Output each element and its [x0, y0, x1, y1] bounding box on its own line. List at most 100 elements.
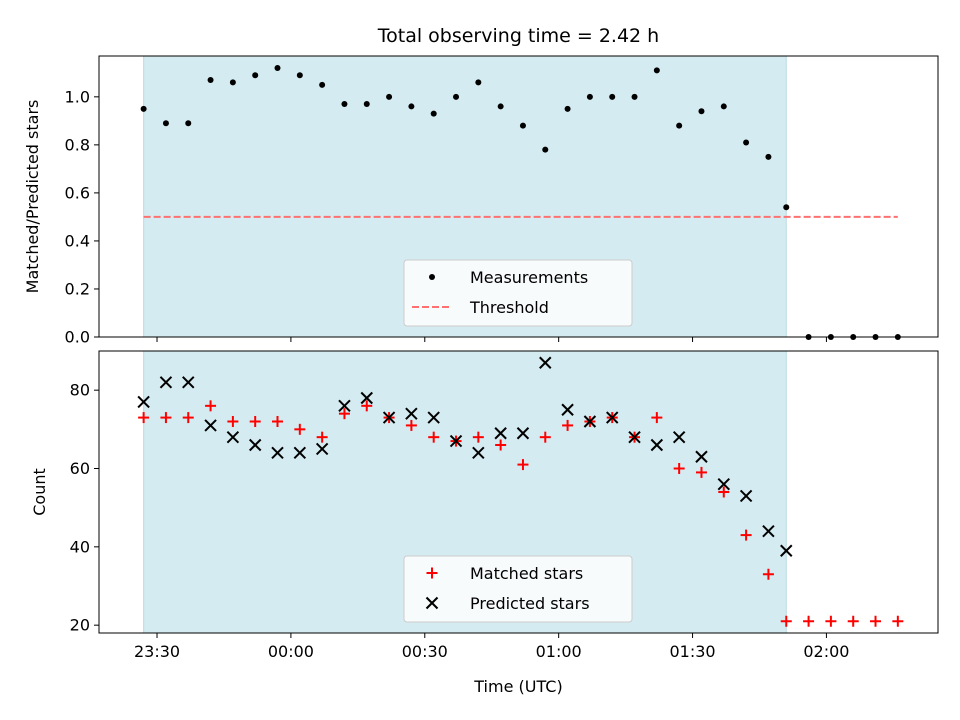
cross-bar-b: [561, 403, 574, 416]
cross-bar-b: [425, 596, 439, 610]
matched-star-point: [272, 416, 284, 427]
measurement-point: [430, 110, 437, 117]
y-tick-label: 0.2: [65, 279, 90, 298]
matched-star-point: [762, 568, 774, 580]
measurement-point: [564, 105, 571, 112]
predicted-star-point: [561, 403, 574, 416]
predicted-star-point: [405, 407, 418, 420]
cross-bar-b: [382, 411, 396, 424]
predicted-star-point: [672, 430, 686, 444]
cross-bar-b: [293, 446, 307, 460]
measurement-point: [743, 139, 750, 146]
measurement-point: [386, 93, 393, 100]
measurement-point: [765, 153, 772, 160]
x-tick-label: 01:00: [536, 642, 582, 661]
measurement-point: [653, 67, 660, 74]
x-tick-label: 01:30: [669, 642, 715, 661]
measurement-point: [162, 120, 169, 127]
cross-bar-b: [226, 430, 240, 444]
measurement-point: [698, 108, 705, 115]
measurement-point: [720, 103, 727, 110]
top-y-axis-label: Matched/Predicted stars: [23, 100, 42, 294]
predicted-star-point: [226, 430, 240, 444]
y-tick-label: 0.6: [65, 183, 90, 202]
matched-star-point: [227, 416, 239, 427]
matched-star-point: [718, 486, 730, 498]
cross-bar-b: [427, 411, 440, 424]
predicted-star-point: [360, 391, 373, 405]
measurement-point: [341, 101, 348, 108]
cross-bar-b: [494, 427, 507, 440]
matched-star-point: [338, 408, 350, 420]
bottom-y-ticks: 20 40 60 80: [70, 381, 99, 635]
top-panel: 0.0 0.2 0.4 0.6 0.8 1.0 Total observing time …: [23, 25, 939, 347]
cross-bar-b: [606, 411, 619, 424]
cross-bar-b: [405, 407, 418, 420]
matched-star-point: [495, 439, 507, 451]
matched-star-point: [740, 529, 752, 541]
legend-measurements-label: Measurements: [470, 268, 588, 287]
matched-star-point: [825, 615, 837, 627]
y-tick-label: 80: [70, 381, 90, 400]
measurement-point: [296, 72, 303, 79]
matched-star-point: [562, 419, 574, 431]
predicted-star-point: [717, 477, 730, 491]
predicted-star-point: [539, 356, 552, 369]
y-tick-label: 1.0: [65, 87, 90, 106]
predicted-star-point: [494, 427, 507, 440]
predicted-star-point: [583, 415, 597, 428]
cross-bar-b: [650, 438, 664, 452]
cross-bar-b: [338, 399, 351, 413]
top-legend: Measurements Threshold: [403, 259, 633, 327]
top-x-ticks: [156, 337, 827, 342]
y-tick-label: 0.8: [65, 135, 90, 154]
bottom-x-ticks: 23:30 00:00 00:30 01:00 01:30 02:00: [134, 633, 849, 661]
predicted-star-point: [516, 427, 530, 440]
y-tick-label: 20: [70, 616, 90, 635]
measurement-point: [542, 146, 549, 153]
x-axis-label: Time (UTC): [473, 677, 562, 696]
matched-star-point: [182, 412, 194, 424]
predicted-star-point: [182, 376, 195, 389]
cross-bar-b: [137, 395, 150, 409]
y-tick-label: 60: [70, 459, 90, 478]
cross-bar-b: [672, 430, 686, 444]
matched-star-point: [316, 431, 328, 443]
legend-plus-glyph: [426, 567, 438, 579]
predicted-star-point: [427, 411, 440, 424]
matched-star-point: [361, 400, 373, 412]
matched-star-point: [695, 466, 707, 478]
legend-threshold-label: Threshold: [469, 298, 549, 317]
measurement-point: [519, 122, 526, 129]
matched-star-point: [205, 400, 217, 412]
matched-star-point: [405, 419, 417, 431]
measurement-point: [408, 103, 415, 110]
predicted-star-point: [449, 434, 463, 448]
predicted-star-point: [472, 446, 485, 460]
cross-bar-b: [583, 415, 597, 428]
legend-predicted-label: Predicted stars: [470, 594, 590, 613]
cross-bar-b: [695, 450, 708, 463]
matched-star-point: [138, 412, 150, 424]
matched-star-point: [517, 459, 529, 471]
measurement-point: [783, 204, 790, 211]
predicted-star-point: [248, 438, 262, 452]
cross-bar-b: [472, 446, 485, 460]
legend-cross-glyph: [425, 596, 439, 610]
measurement-point: [453, 93, 460, 100]
matched-star-point: [294, 423, 306, 435]
x-tick-label: 00:00: [268, 642, 314, 661]
cross-bar-b: [739, 489, 753, 503]
predicted-star-point: [271, 446, 284, 460]
predicted-star-point: [762, 524, 775, 538]
measurement-point: [319, 81, 326, 88]
top-axes-frame: [98, 55, 939, 338]
cross-bar-b: [248, 438, 262, 452]
x-tick-label: 02:00: [803, 642, 849, 661]
matched-star-point: [673, 463, 685, 474]
predicted-stars-points: [137, 356, 793, 557]
y-tick-label: 0.0: [65, 328, 90, 347]
cross-bar-b: [182, 376, 195, 389]
matched-star-point: [651, 412, 663, 424]
